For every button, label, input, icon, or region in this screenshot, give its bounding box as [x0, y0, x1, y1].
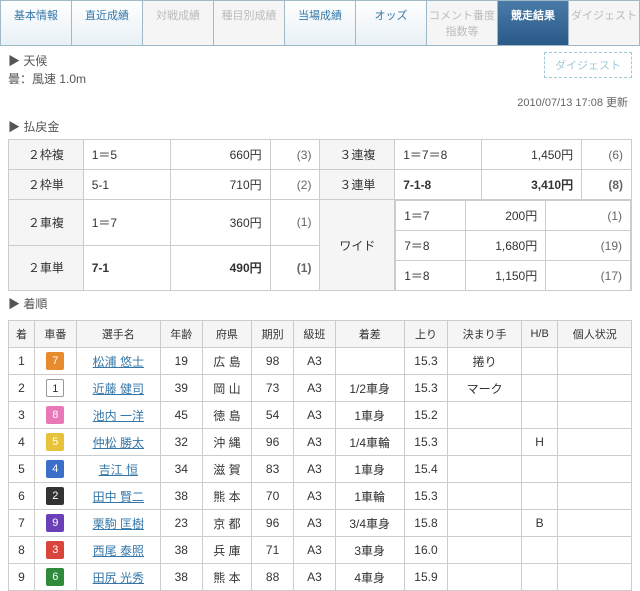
racer-name-link[interactable]: 吉江 恒: [76, 456, 160, 483]
tab[interactable]: オッズ: [356, 1, 427, 45]
car-number: 5: [46, 433, 64, 451]
racer-name-link[interactable]: 田中 賢二: [76, 483, 160, 510]
car-number: 4: [46, 460, 64, 478]
tab[interactable]: 基本情報: [1, 1, 72, 45]
car-number: 3: [46, 541, 64, 559]
results-header: ▶ 着順: [0, 291, 640, 316]
tab-bar: 基本情報直近成績対戦成績種目別成績当場成績オッズコメント番度指数等競走結果ダイジ…: [0, 0, 640, 46]
car-number: 7: [46, 352, 64, 370]
car-number: 6: [46, 568, 64, 586]
tab: ダイジェスト: [569, 1, 639, 45]
table-row: 96田尻 光秀38熊 本88A34車身15.9: [9, 564, 632, 591]
table-row: 54吉江 恒34滋 賀83A31車身15.4: [9, 456, 632, 483]
tab: コメント番度指数等: [427, 1, 498, 45]
car-number: 1: [46, 379, 64, 397]
tab[interactable]: 競走結果: [498, 1, 569, 45]
update-time: 2010/07/13 17:08 更新: [0, 94, 640, 114]
weather-info: ▶ 天候 曇：風速 1.0m: [8, 52, 86, 88]
digest-button[interactable]: ダイジェスト: [544, 52, 632, 78]
table-row: 83西尾 泰照38兵 庫71A33車身16.0: [9, 537, 632, 564]
racer-name-link[interactable]: 栗駒 匡樹: [76, 510, 160, 537]
weather-value: 曇：風速 1.0m: [8, 70, 86, 88]
table-row: 21近藤 健司39岡 山73A31/2車身15.3マーク: [9, 375, 632, 402]
car-number: 9: [46, 514, 64, 532]
racer-name-link[interactable]: 松浦 悠士: [76, 348, 160, 375]
table-row: 62田中 賢二38熊 本70A31車輪15.3: [9, 483, 632, 510]
tab: 対戦成績: [143, 1, 214, 45]
table-row: 17松浦 悠士19広 島98A315.3捲り: [9, 348, 632, 375]
racer-name-link[interactable]: 仲松 勝太: [76, 429, 160, 456]
payout-header: ▶ 払戻金: [0, 114, 640, 139]
racer-name-link[interactable]: 田尻 光秀: [76, 564, 160, 591]
table-row: 38池内 一洋45徳 島54A31車身15.2: [9, 402, 632, 429]
results-table: 着車番選手名年齢府県期別級班着差上り決まり手H/B個人状況17松浦 悠士19広 …: [8, 320, 632, 591]
table-row: 45仲松 勝太32沖 縄96A31/4車輪15.3H: [9, 429, 632, 456]
car-number: 2: [46, 487, 64, 505]
payout-table: ２枠複1＝5660円(3)３連複1＝7＝81,450円(6)２枠単5-1710円…: [8, 139, 632, 291]
racer-name-link[interactable]: 西尾 泰照: [76, 537, 160, 564]
weather-row: ▶ 天候 曇：風速 1.0m ダイジェスト: [0, 46, 640, 94]
weather-label: ▶ 天候: [8, 52, 86, 70]
car-number: 8: [46, 406, 64, 424]
table-row: 79栗駒 匡樹23京 都96A33/4車身15.8B: [9, 510, 632, 537]
tab[interactable]: 直近成績: [72, 1, 143, 45]
tab[interactable]: 当場成績: [285, 1, 356, 45]
racer-name-link[interactable]: 近藤 健司: [76, 375, 160, 402]
racer-name-link[interactable]: 池内 一洋: [76, 402, 160, 429]
tab: 種目別成績: [214, 1, 285, 45]
